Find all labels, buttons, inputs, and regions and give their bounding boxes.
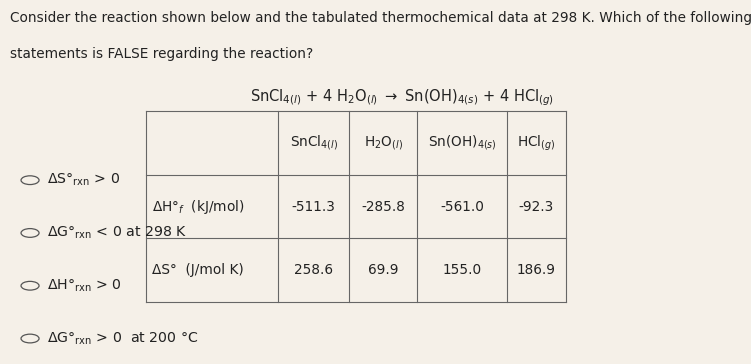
Text: 69.9: 69.9 [368,263,398,277]
Text: ΔH°$_f$  (kJ/mol): ΔH°$_f$ (kJ/mol) [152,198,244,215]
Text: 155.0: 155.0 [442,263,481,277]
Text: Sn(OH)$_{4(s)}$: Sn(OH)$_{4(s)}$ [427,133,496,153]
Text: HCl$_{(g)}$: HCl$_{(g)}$ [517,133,556,153]
Text: -92.3: -92.3 [519,199,553,214]
Text: $\Delta$G$°_{\mathregular{rxn}}$ < 0 at 298 K: $\Delta$G$°_{\mathregular{rxn}}$ < 0 at … [47,225,188,241]
Text: 258.6: 258.6 [294,263,333,277]
Text: -511.3: -511.3 [291,199,336,214]
Text: H$_2$O$_{(l)}$: H$_2$O$_{(l)}$ [363,134,403,152]
Text: ΔS°  (J/mol K): ΔS° (J/mol K) [152,263,243,277]
Text: Consider the reaction shown below and the tabulated thermochemical data at 298 K: Consider the reaction shown below and th… [10,11,751,25]
Text: $\Delta$G$°_{\mathregular{rxn}}$ > 0  at 200 °C: $\Delta$G$°_{\mathregular{rxn}}$ > 0 at … [47,330,199,347]
Text: SnCl$_{4(l)}$: SnCl$_{4(l)}$ [289,133,338,153]
Text: SnCl$_{4(l)}$ + 4 H$_2$O$_{(l)}$ $\rightarrow$ Sn(OH)$_{4(s)}$ + 4 HCl$_{(g)}$: SnCl$_{4(l)}$ + 4 H$_2$O$_{(l)}$ $\right… [250,87,553,108]
Text: -285.8: -285.8 [361,199,405,214]
Text: $\Delta$H$°_{\mathregular{rxn}}$ > 0: $\Delta$H$°_{\mathregular{rxn}}$ > 0 [47,277,122,294]
Text: 186.9: 186.9 [517,263,556,277]
Text: statements is FALSE regarding the reaction?: statements is FALSE regarding the reacti… [10,47,313,61]
Text: -561.0: -561.0 [440,199,484,214]
Text: $\Delta$S$°_{\mathregular{rxn}}$ > 0: $\Delta$S$°_{\mathregular{rxn}}$ > 0 [47,172,120,189]
